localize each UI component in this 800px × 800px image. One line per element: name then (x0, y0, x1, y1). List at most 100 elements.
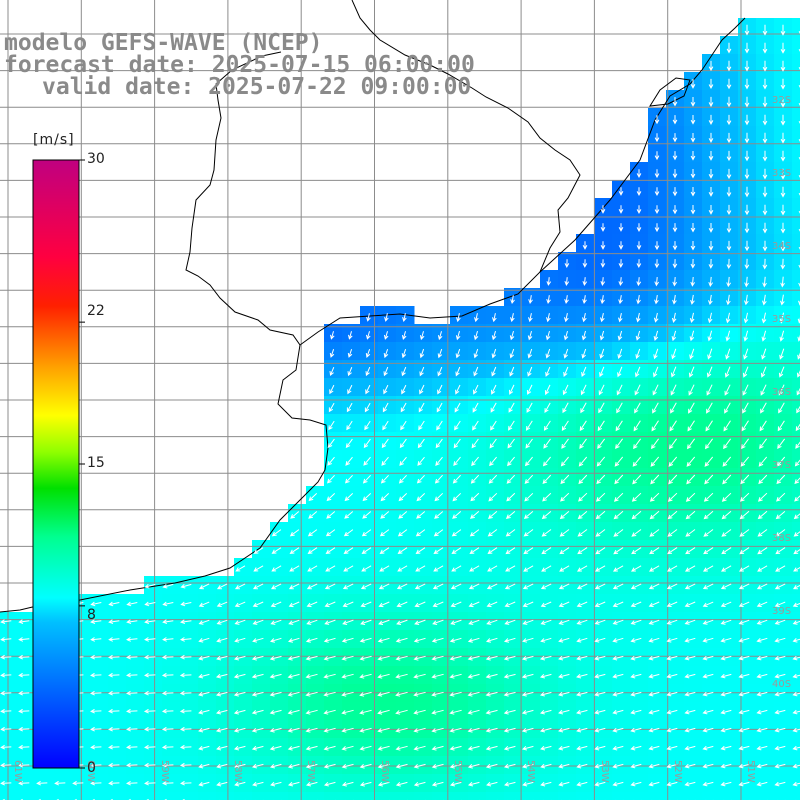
field-cell (792, 144, 800, 163)
wind-arrow (686, 438, 696, 450)
wind-arrow (757, 510, 768, 520)
wind-arrow (487, 529, 498, 537)
wind-arrow (743, 330, 749, 342)
wind-arrow (341, 727, 354, 733)
wind-arrow (379, 565, 390, 572)
wind-arrow (762, 276, 767, 288)
lat-label: 38S (772, 533, 791, 544)
wind-arrow (503, 763, 516, 769)
field-cell (342, 792, 361, 800)
wind-arrow (503, 727, 516, 733)
wind-arrow (613, 510, 624, 520)
wind-arrow (738, 763, 750, 769)
wind-arrow (341, 763, 354, 769)
wind-arrow (559, 547, 570, 555)
wind-arrow (792, 763, 800, 769)
wind-arrow (618, 259, 624, 268)
wind-arrow (667, 492, 678, 502)
wind-arrow (684, 619, 696, 625)
wind-arrow (431, 727, 444, 733)
wind-arrow (432, 583, 444, 590)
wind-arrow (725, 312, 731, 324)
coastline-path-north (299, 0, 581, 346)
model-title: modelo GEFS-WAVE (NCEP) (4, 30, 323, 56)
wind-arrow (666, 709, 678, 715)
wind-arrow (724, 402, 731, 414)
wind-arrow (508, 420, 515, 431)
wind-arrow (666, 763, 678, 769)
wind-arrow (562, 384, 569, 396)
wind-arrow (452, 492, 462, 502)
wind-arrow (762, 294, 767, 306)
wind-arrow (252, 781, 264, 787)
wind-arrow (756, 691, 768, 697)
lat-label: 36S (772, 387, 791, 398)
wind-arrow (341, 745, 354, 751)
wind-arrow (792, 745, 800, 751)
wind-arrow (756, 583, 768, 590)
wind-arrow (508, 402, 515, 413)
field-cell (792, 432, 800, 451)
wind-arrow (780, 60, 786, 72)
wind-arrow (612, 709, 624, 715)
wind-arrow (708, 169, 714, 179)
wind-arrow (323, 709, 336, 715)
wind-arrow (271, 547, 282, 554)
wind-arrow (654, 241, 660, 251)
wind-arrow (198, 709, 210, 715)
wind-arrow (180, 601, 192, 607)
wind-arrow (289, 529, 300, 537)
wind-arrow (618, 187, 624, 196)
wind-arrow (795, 441, 800, 449)
wind-arrow (780, 258, 786, 270)
field-cell (594, 792, 613, 800)
field-cell (612, 792, 631, 800)
wind-arrow (490, 420, 497, 431)
wind-arrow (651, 420, 659, 432)
field-cell (792, 738, 800, 757)
wind-arrow (451, 529, 462, 537)
wind-arrow (576, 655, 588, 661)
wind-arrow (560, 474, 570, 485)
wind-arrow (307, 529, 318, 537)
wind-arrow (503, 655, 516, 661)
field-cell (792, 270, 800, 289)
wind-arrow (324, 619, 336, 625)
wind-arrow (473, 348, 479, 359)
wind-arrow (654, 277, 660, 287)
wind-arrow (708, 132, 714, 143)
wind-arrow (582, 259, 588, 268)
wind-arrow (596, 456, 606, 467)
wind-arrow (198, 637, 210, 643)
wind-arrow (522, 655, 534, 661)
wind-arrow (327, 438, 335, 449)
wind-arrow (234, 619, 246, 625)
wind-arrow (704, 456, 714, 467)
wind-arrow (509, 366, 515, 377)
wind-arrow (431, 709, 444, 715)
wind-arrow (613, 492, 624, 502)
wind-arrow (360, 619, 372, 625)
wind-arrow (648, 637, 660, 643)
wind-arrow (540, 601, 552, 608)
wind-arrow (762, 78, 768, 90)
wind-arrow (18, 654, 30, 660)
wind-arrow (792, 638, 800, 643)
field-cell (486, 792, 505, 800)
wind-arrow (18, 726, 30, 732)
wind-arrow (594, 727, 606, 733)
wind-arrow (126, 672, 138, 678)
wind-arrow (18, 619, 30, 624)
field-cell (792, 756, 800, 775)
wind-arrow (323, 745, 336, 751)
field-cell (792, 558, 800, 577)
wind-arrow (289, 565, 300, 572)
wind-arrow (759, 420, 767, 432)
wind-arrow (684, 745, 696, 751)
wind-arrow (636, 259, 642, 269)
wind-arrow (738, 691, 750, 697)
field-cell (792, 396, 800, 415)
wind-arrow (739, 492, 750, 502)
wind-arrow (343, 547, 354, 554)
wind-arrow (546, 313, 551, 323)
